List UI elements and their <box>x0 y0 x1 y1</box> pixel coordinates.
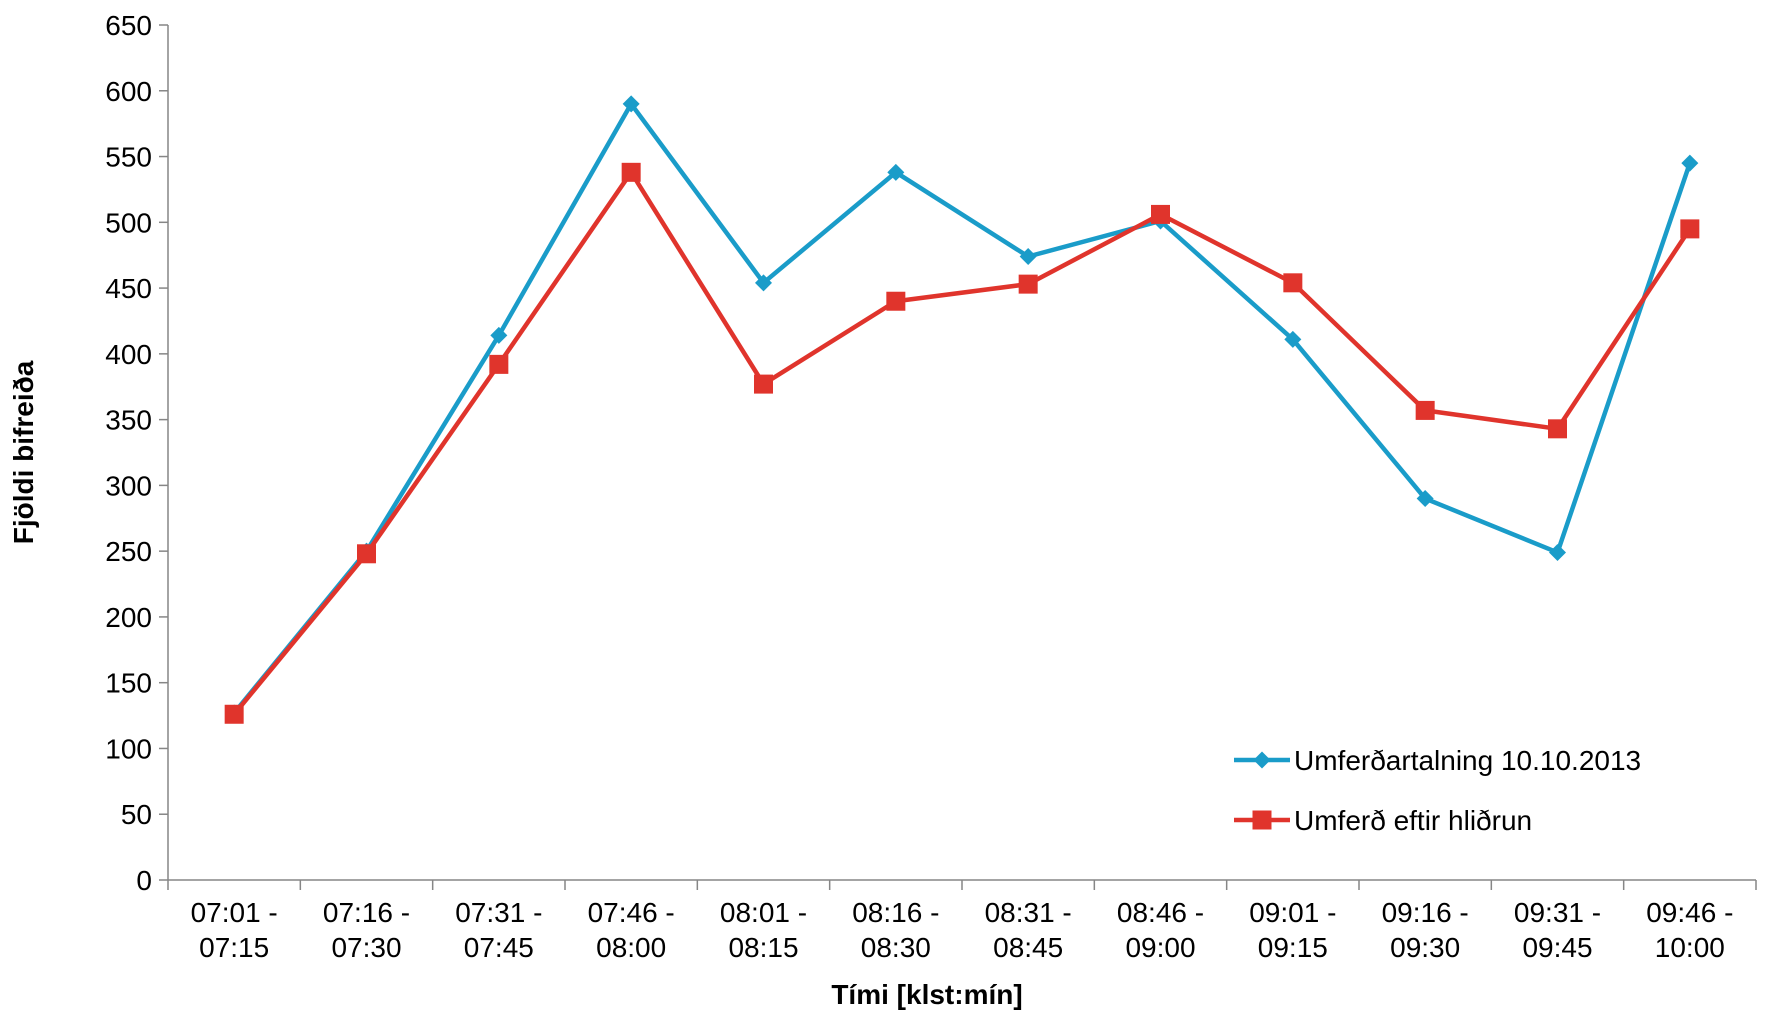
data-point <box>755 274 772 292</box>
y-tick-label: 650 <box>105 10 152 41</box>
x-tick-label: 08:46 -09:00 <box>1117 897 1204 963</box>
x-tick-label: 08:01 -08:15 <box>720 897 807 963</box>
data-point <box>1549 543 1566 561</box>
legend-item: Umferð eftir hliðrun <box>1234 805 1532 836</box>
data-point <box>622 95 640 113</box>
data-point <box>490 326 508 344</box>
legend-item: Umferðartalning 10.10.2013 <box>1234 745 1641 776</box>
y-tick-label: 200 <box>105 602 152 633</box>
y-tick-label: 50 <box>121 799 152 830</box>
x-axis-title: Tími [klst:mín] <box>831 979 1022 1010</box>
y-tick-label: 500 <box>105 207 152 238</box>
data-point <box>1283 273 1303 293</box>
y-tick-label: 600 <box>105 76 152 107</box>
data-point <box>1284 330 1302 348</box>
y-tick-label: 350 <box>105 405 152 436</box>
x-tick-label: 09:46 -10:00 <box>1646 897 1733 963</box>
y-tick-label: 0 <box>136 865 152 896</box>
data-point <box>1681 154 1699 172</box>
x-tick-label: 09:31 -09:45 <box>1514 897 1601 963</box>
legend: Umferðartalning 10.10.2013 Umferð eftir h… <box>1234 745 1641 836</box>
x-tick-label: 07:16 -07:30 <box>323 897 410 963</box>
data-point <box>1548 419 1567 439</box>
data-point <box>1018 274 1038 294</box>
data-point <box>1415 400 1435 420</box>
x-tick-label: 09:01 -09:15 <box>1249 897 1336 963</box>
data-point <box>489 354 509 374</box>
legend-marker <box>1253 751 1271 769</box>
data-point <box>621 162 641 182</box>
x-tick-label: 07:01 -07:15 <box>191 897 278 963</box>
data-point <box>1680 219 1700 239</box>
data-point <box>224 704 244 724</box>
x-tick-label: 07:46 -08:00 <box>588 897 675 963</box>
x-axis-ticks: 07:01 -07:15 07:16 -07:30 07:31 -07:45 07:4… <box>167 880 1757 963</box>
y-axis-ticks: 0 50 100 150 200 250 300 350 400 450 500 550 600 650 <box>105 10 168 896</box>
data-point <box>886 291 906 311</box>
y-tick-label: 450 <box>105 273 152 304</box>
y-tick-label: 250 <box>105 536 152 567</box>
data-point <box>754 374 773 394</box>
x-tick-label: 08:16 -08:30 <box>852 897 939 963</box>
legend-label: Umferðartalning 10.10.2013 <box>1294 745 1641 776</box>
x-tick-label: 07:31 -07:45 <box>455 897 542 963</box>
data-point <box>1019 248 1037 266</box>
y-tick-label: 150 <box>105 668 152 699</box>
y-tick-label: 300 <box>105 470 152 501</box>
series-line <box>232 101 1692 715</box>
x-tick-label: 09:16 -09:30 <box>1382 897 1469 963</box>
series-2 <box>224 162 1700 724</box>
y-axis-title: Fjöldi bifreiða <box>8 360 39 544</box>
y-tick-label: 100 <box>105 733 152 764</box>
series-line <box>232 170 1692 716</box>
data-point <box>1151 204 1170 224</box>
y-tick-label: 400 <box>105 339 152 370</box>
series-layer <box>224 95 1700 724</box>
x-tick-label: 08:31 -08:45 <box>985 897 1072 963</box>
legend-label: Umferð eftir hliðrun <box>1294 805 1532 836</box>
data-point <box>1416 490 1434 508</box>
data-point <box>887 163 905 181</box>
y-tick-label: 550 <box>105 142 152 173</box>
data-point <box>357 544 376 564</box>
legend-marker <box>1252 810 1272 830</box>
series-1 <box>225 95 1699 722</box>
